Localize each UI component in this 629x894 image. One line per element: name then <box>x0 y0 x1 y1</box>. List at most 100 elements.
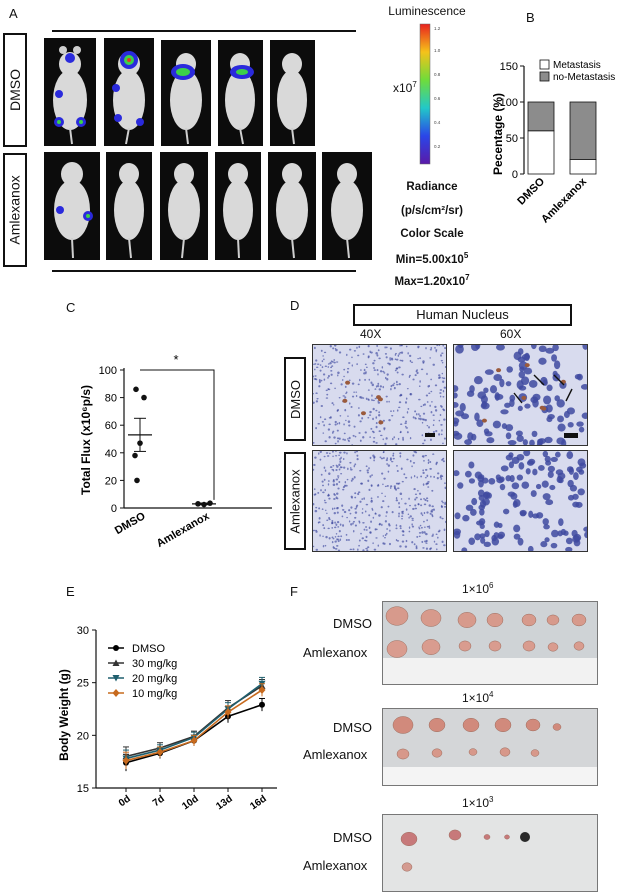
ihc-nucleus <box>547 414 555 420</box>
ihc-nucleus <box>335 478 339 481</box>
ihc-nucleus <box>326 393 329 396</box>
scale-bar <box>425 433 435 437</box>
ihc-nucleus <box>322 432 325 434</box>
ihc-nucleus <box>361 537 364 540</box>
ihc-dmso-60x <box>453 344 588 446</box>
ihc-nucleus <box>422 547 425 549</box>
tumor-specimen <box>494 717 512 733</box>
ihc-nucleus <box>369 410 372 414</box>
ihc-nucleus <box>442 501 444 504</box>
chart-c-point <box>141 394 147 401</box>
ihc-nucleus <box>398 366 401 369</box>
photo1-row-dmso: DMSO <box>333 616 372 631</box>
ihc-nucleus <box>367 546 370 549</box>
ihc-nucleus <box>392 457 395 460</box>
ihc-nucleus <box>370 497 373 500</box>
ihc-nucleus <box>408 516 410 519</box>
ihc-nucleus <box>338 468 341 471</box>
ihc-nucleus <box>424 498 427 502</box>
ihc-nucleus <box>409 515 412 518</box>
ihc-nucleus <box>412 416 415 419</box>
ihc-nucleus <box>358 544 360 547</box>
ihc-nucleus <box>360 482 363 485</box>
ihc-nucleus <box>344 438 346 442</box>
ihc-nucleus <box>441 540 444 544</box>
ihc-nucleus <box>439 389 443 391</box>
ihc-nucleus <box>392 384 395 387</box>
ihc-nucleus <box>532 468 538 476</box>
chart-e-xtick-label: 16d <box>248 793 268 812</box>
ihc-nucleus <box>392 454 395 457</box>
color-scale-label: Color Scale <box>400 228 464 240</box>
chart-c-xlabel: DMSO <box>113 510 148 537</box>
ihc-nucleus <box>333 498 336 500</box>
ihc-nucleus <box>403 473 406 476</box>
ihc-nucleus <box>429 348 432 351</box>
ihc-nucleus <box>424 526 426 529</box>
ihc-nucleus <box>545 499 554 506</box>
ihc-nucleus <box>364 378 366 381</box>
chart-c-ytick-label: 40 <box>105 448 117 460</box>
ihc-nucleus <box>333 511 337 515</box>
chart-e-ytick-label: 30 <box>77 625 89 637</box>
ihc-nucleus <box>334 526 337 529</box>
ihc-nucleus <box>342 395 346 397</box>
ihc-nucleus <box>420 498 423 501</box>
ihc-nucleus <box>367 416 370 419</box>
ihc-nucleus <box>545 460 552 466</box>
ihc-nucleus <box>440 424 443 426</box>
ihc-nucleus <box>384 352 388 355</box>
ihc-nucleus <box>425 346 427 350</box>
ihc-nucleus <box>383 427 386 429</box>
ihc-nucleus <box>372 516 375 519</box>
ihc-nucleus <box>369 456 372 460</box>
ihc-nucleus <box>438 374 441 377</box>
ihc-nucleus <box>377 382 380 385</box>
ihc-nucleus <box>567 494 575 501</box>
ihc-nucleus <box>399 492 403 496</box>
ihc-nucleus <box>547 471 554 478</box>
ihc-nucleus <box>370 484 373 487</box>
chart-e-point <box>122 756 130 765</box>
ihc-nucleus <box>547 465 556 473</box>
ihc-nucleus <box>317 491 320 494</box>
ihc-nucleus <box>422 471 425 475</box>
ihc-nucleus <box>413 543 416 546</box>
ihc-nucleus <box>551 354 558 362</box>
ihc-nucleus <box>582 345 587 350</box>
ihc-nucleus <box>399 525 402 528</box>
ihc-nucleus <box>441 458 444 461</box>
ihc-nucleus <box>385 532 388 535</box>
ihc-nucleus <box>442 380 445 383</box>
ihc-nucleus <box>476 419 484 428</box>
ihc-nucleus <box>423 520 425 523</box>
ihc-nucleus <box>455 345 464 354</box>
ihc-nucleus <box>367 345 370 348</box>
ihc-nucleus <box>524 403 531 409</box>
ihc-nucleus <box>484 529 490 538</box>
ihc-nucleus <box>337 374 339 377</box>
ihc-nucleus <box>396 465 398 467</box>
ihc-nucleus <box>376 345 378 348</box>
ihc-nucleus <box>350 405 353 408</box>
ihc-nucleus <box>347 420 351 423</box>
ihc-nucleus <box>372 440 376 443</box>
ihc-nucleus <box>328 517 331 520</box>
ihc-nucleus <box>432 414 435 416</box>
tumor-specimen <box>448 829 462 841</box>
luminescence-title: Luminescence <box>388 4 466 18</box>
ihc-nucleus <box>375 425 378 429</box>
ihc-nucleus <box>399 359 402 362</box>
ihc-nucleus <box>332 483 336 487</box>
ihc-nucleus <box>481 400 487 409</box>
ihc-nucleus <box>505 381 512 387</box>
tumor-specimen <box>468 748 478 756</box>
ihc-nucleus <box>578 426 585 433</box>
ihc-nucleus <box>409 504 411 507</box>
ihc-nucleus <box>384 536 386 539</box>
ihc-nucleus <box>318 516 321 520</box>
ihc-positive-nucleus <box>378 420 384 425</box>
ihc-nucleus <box>388 523 391 526</box>
ihc-nucleus <box>509 394 516 402</box>
